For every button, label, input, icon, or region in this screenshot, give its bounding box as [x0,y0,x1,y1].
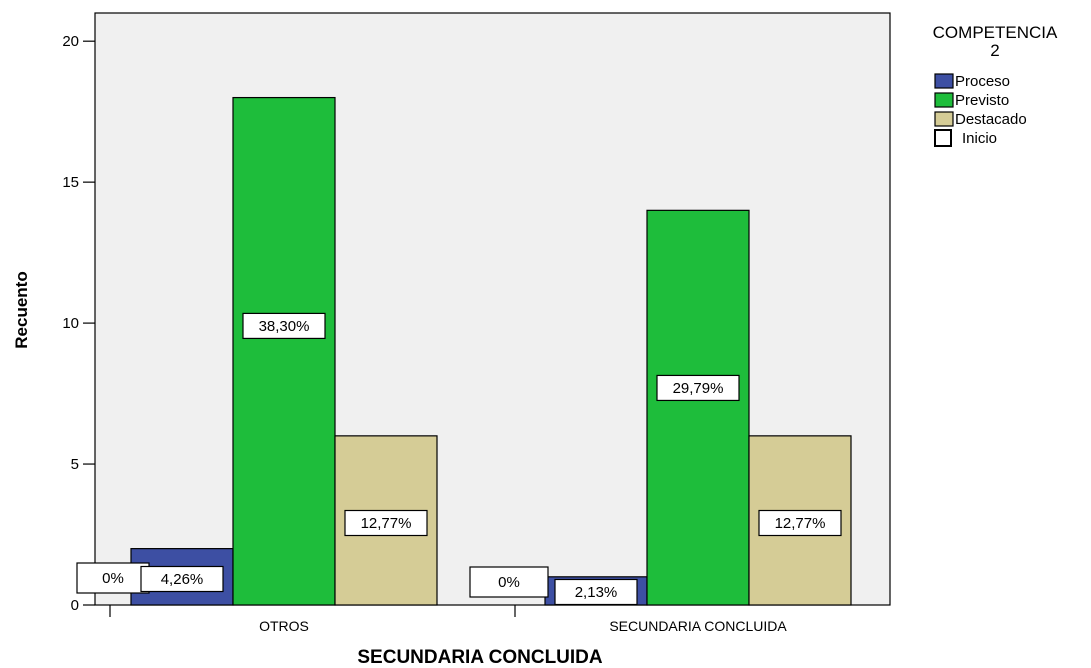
legend-swatch-destacado [934,111,954,127]
legend-swatch-proceso [934,73,954,89]
data-label-box [242,312,326,340]
data-label-box [656,374,740,402]
data-label-proceso-1: 4,26% [161,571,204,588]
data-label-box [469,566,549,598]
data-label-inicio-2: 0% [498,574,520,591]
y-tick-label: 0 [71,597,79,614]
legend-swatch-inicio [934,129,952,147]
x-axis: OTROS SECUNDARIA CONCLUIDA [109,605,787,634]
x-tick-label: OTROS [259,618,309,634]
data-label-previsto-1: 38,30% [259,318,310,335]
data-label-previsto-2: 29,79% [673,380,724,397]
bar-previsto-1 [232,96,336,606]
data-label-box [140,565,224,593]
data-label-box [344,509,428,537]
y-axis: 0 5 10 15 20 [62,33,95,614]
data-label-destacado-2: 12,77% [775,515,826,532]
legend-label-destacado: Destacado [955,111,1027,128]
legend-swatch-previsto [934,92,954,108]
data-label-proceso-2: 2,13% [575,584,618,601]
y-axis-title: Recuento [12,271,31,348]
legend-label-previsto: Previsto [955,92,1009,109]
x-tick-label: SECUNDARIA CONCLUIDA [609,618,787,634]
y-tick-label: 5 [71,456,79,473]
y-tick-label: 15 [62,174,79,191]
y-tick-label: 20 [62,33,79,50]
data-label-destacado-1: 12,77% [361,515,412,532]
legend-label-proceso: Proceso [955,73,1010,90]
data-labels: 0% 4,26% 38,30% 12,77% 0% 2,13% 29,79% 12,77% [76,312,842,606]
legend-title-line2: 2 [990,41,999,60]
x-axis-title: SECUNDARIA CONCLUIDA [357,647,603,668]
bar-previsto-2 [646,209,750,606]
y-tick-label: 10 [62,315,79,332]
data-label-box [76,562,150,594]
data-label-box [554,578,638,606]
legend-label-inicio: Inicio [962,130,997,147]
data-label-box [758,509,842,537]
legend: COMPETENCIA 2 Proceso Previsto Destacado In… [933,23,1058,147]
data-label-inicio-1: 0% [102,570,124,587]
legend-title: COMPETENCIA [933,23,1058,42]
